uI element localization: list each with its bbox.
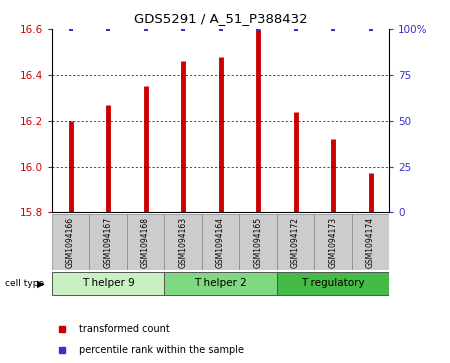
Bar: [277, 214, 314, 270]
Bar: [239, 214, 277, 270]
Text: percentile rank within the sample: percentile rank within the sample: [79, 345, 244, 355]
Bar: [164, 272, 277, 295]
Text: GSM1094174: GSM1094174: [366, 217, 375, 268]
Text: ▶: ▶: [37, 279, 45, 289]
Bar: [202, 214, 239, 270]
Text: GSM1094167: GSM1094167: [104, 217, 112, 268]
Bar: [277, 272, 389, 295]
Bar: [89, 214, 127, 270]
Text: cell type: cell type: [5, 280, 45, 288]
Text: transformed count: transformed count: [79, 324, 170, 334]
Text: GSM1094165: GSM1094165: [253, 217, 262, 268]
Text: GSM1094166: GSM1094166: [66, 217, 75, 268]
Bar: [127, 214, 164, 270]
Bar: [164, 214, 202, 270]
Title: GDS5291 / A_51_P388432: GDS5291 / A_51_P388432: [134, 12, 307, 25]
Text: GSM1094163: GSM1094163: [179, 217, 188, 268]
Text: T regulatory: T regulatory: [301, 278, 365, 288]
Text: T helper 2: T helper 2: [194, 278, 247, 288]
Bar: [352, 214, 389, 270]
Text: GSM1094173: GSM1094173: [328, 217, 338, 268]
Text: GSM1094164: GSM1094164: [216, 217, 225, 268]
Bar: [52, 214, 89, 270]
Text: T helper 9: T helper 9: [81, 278, 135, 288]
Text: GSM1094172: GSM1094172: [291, 217, 300, 268]
Text: GSM1094168: GSM1094168: [141, 217, 150, 268]
Bar: [314, 214, 352, 270]
Bar: [52, 272, 164, 295]
